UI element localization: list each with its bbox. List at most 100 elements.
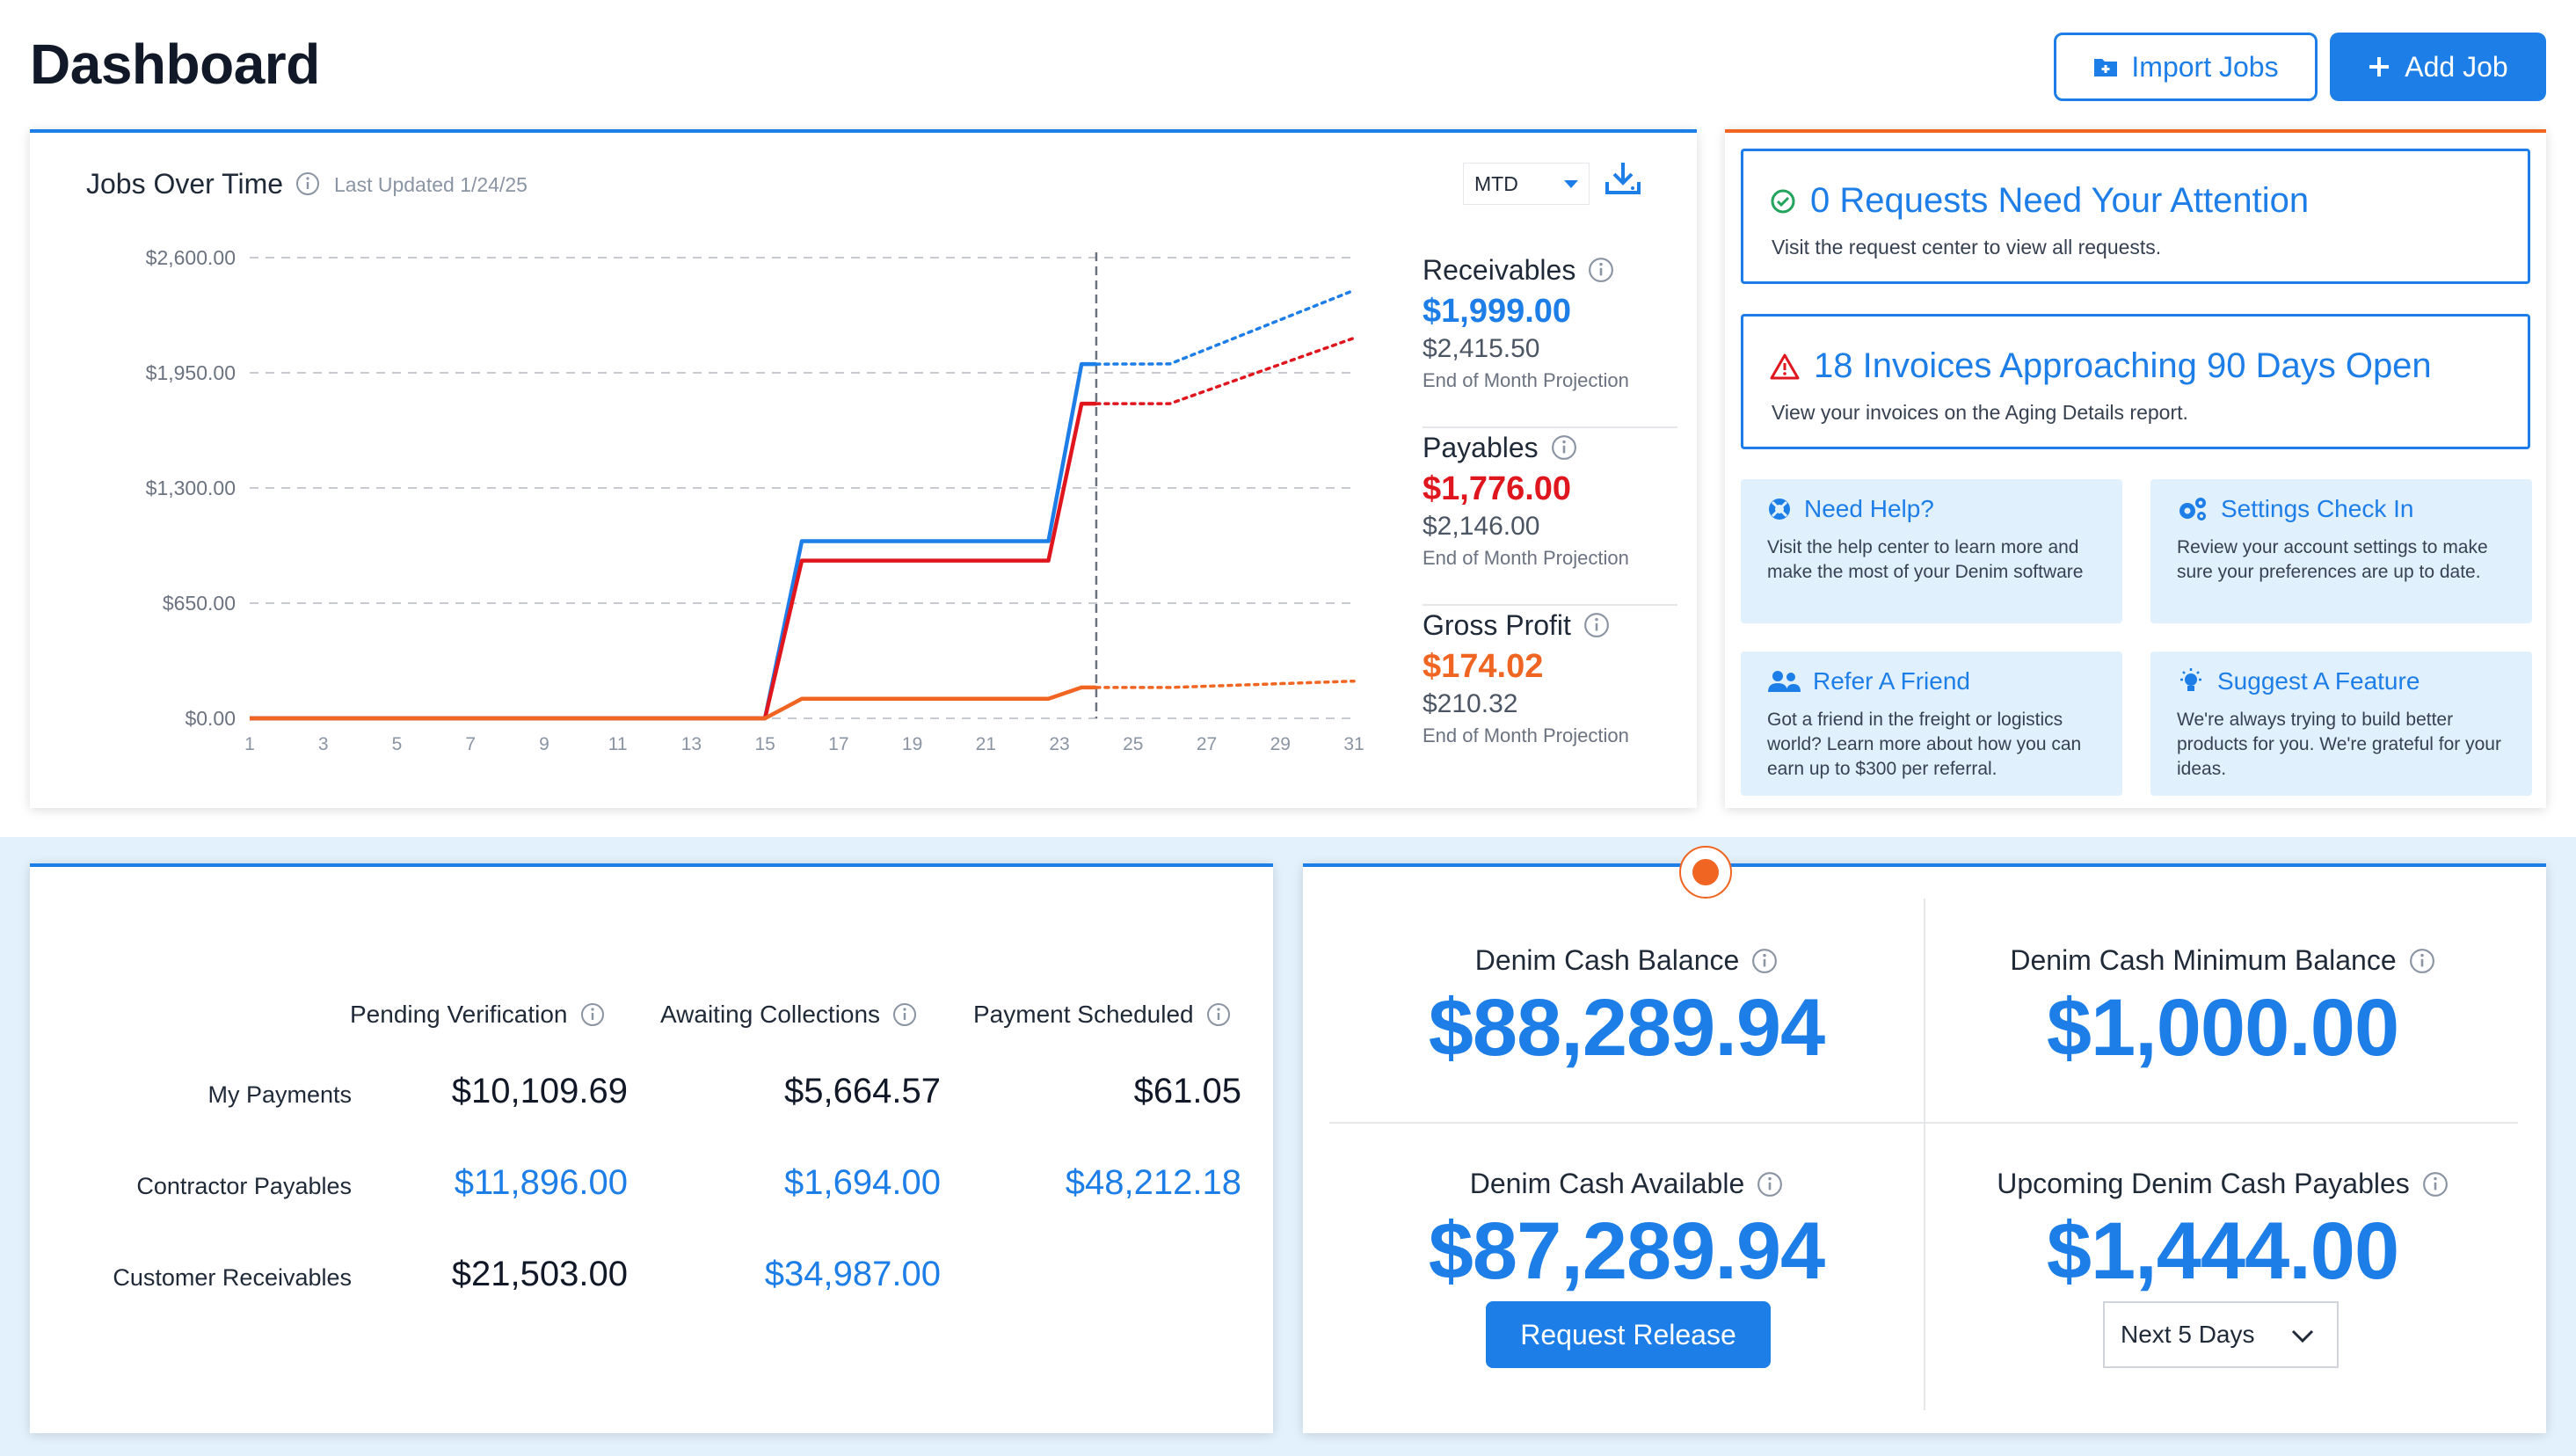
gross-profit-line <box>250 685 1096 721</box>
add-job-button[interactable]: Add Job <box>2330 33 2546 101</box>
import-jobs-button[interactable]: Import Jobs <box>2054 33 2318 101</box>
info-icon[interactable] <box>2409 948 2435 974</box>
x-tick-label: 3 <box>318 734 329 754</box>
x-tick-label: 23 <box>1049 734 1069 754</box>
col-awaiting-label: Awaiting Collections <box>660 1001 881 1028</box>
page-title: Dashboard <box>30 33 320 96</box>
x-tick-label: 9 <box>539 734 549 754</box>
col-payment-scheduled: Payment Scheduled <box>973 1001 1231 1029</box>
jobs-over-time-card: Jobs Over Time Last Updated 1/24/25 MTD … <box>30 129 1697 808</box>
gears-icon <box>2179 498 2206 521</box>
settings-tile[interactable]: Settings Check In Review your account se… <box>2150 479 2532 623</box>
y-tick-label: $0.00 <box>185 707 236 730</box>
y-tick-label: $650.00 <box>163 592 236 615</box>
receivables-value: $1,999.00 <box>1423 293 1572 330</box>
invoices-title: 18 Invoices Approaching 90 Days Open <box>1814 346 2432 385</box>
receivables-sub: End of Month Projection <box>1423 369 1629 391</box>
row-label-contractor-payables: Contractor Payables <box>136 1173 352 1199</box>
cash-minimum-value: $1,000.00 <box>2046 983 2399 1073</box>
download-icon[interactable] <box>1604 159 1642 198</box>
suggest-feature-title: Suggest A Feature <box>2217 667 2420 695</box>
caret-down-icon <box>1564 180 1578 188</box>
plus-icon <box>2369 57 2390 76</box>
refer-friend-tile[interactable]: Refer A Friend Got a friend in the freig… <box>1741 652 2122 796</box>
invoices-alert[interactable]: 18 Invoices Approaching 90 Days Open Vie… <box>1741 314 2530 449</box>
period-value: MTD <box>1474 171 1518 195</box>
suggest-feature-desc: We're always trying to build better prod… <box>2177 710 2501 779</box>
x-tick-label: 15 <box>754 734 775 754</box>
folder-plus-icon <box>2094 59 2118 76</box>
info-icon[interactable] <box>295 171 320 196</box>
cash-available-label: Denim Cash Available <box>1469 1168 1745 1199</box>
request-release-button[interactable]: Request Release <box>1486 1301 1771 1368</box>
payables-stat: Payables $1,776.00 $2,146.00 End of Mont… <box>1423 428 1677 606</box>
x-tick-label: 31 <box>1343 734 1364 754</box>
need-help-tile[interactable]: Need Help? Visit the help center to lear… <box>1741 479 2122 623</box>
gross-profit-stat: Gross Profit $174.02 $210.32 End of Mont… <box>1423 606 1677 783</box>
my-payments-scheduled: $61.05 <box>1133 1072 1241 1110</box>
x-tick-label: 25 <box>1123 734 1143 754</box>
gross-profit-value: $174.02 <box>1423 648 1544 685</box>
gross-profit-sub: End of Month Projection <box>1423 724 1629 746</box>
info-icon[interactable] <box>580 1002 605 1027</box>
info-icon[interactable] <box>1588 257 1614 283</box>
suggest-feature-tile[interactable]: Suggest A Feature We're always trying to… <box>2150 652 2532 796</box>
settings-desc: Review your account settings to make sur… <box>2177 537 2488 582</box>
info-icon[interactable] <box>1583 612 1610 638</box>
info-icon[interactable] <box>1757 1171 1783 1198</box>
invoices-desc: View your invoices on the Aging Details … <box>1772 401 2188 424</box>
payables-line <box>250 401 1096 721</box>
row-label-my-payments: My Payments <box>207 1081 352 1108</box>
x-tick-label: 7 <box>465 734 476 754</box>
customer-receivables-awaiting[interactable]: $34,987.00 <box>764 1255 941 1293</box>
info-icon[interactable] <box>892 1002 917 1027</box>
receivables-label: Receivables <box>1423 253 1576 286</box>
payables-projection: $2,146.00 <box>1423 512 1540 541</box>
info-icon[interactable] <box>1206 1002 1231 1027</box>
import-jobs-label: Import Jobs <box>2131 50 2279 83</box>
need-help-desc: Visit the help center to learn more and … <box>1767 537 2084 582</box>
cash-divider-horizontal <box>1329 1122 2518 1124</box>
cash-minimum-label: Denim Cash Minimum Balance <box>2010 944 2397 976</box>
check-circle-icon <box>1771 189 1795 213</box>
row-label-customer-receivables: Customer Receivables <box>113 1264 352 1291</box>
info-icon[interactable] <box>1751 948 1778 974</box>
receivables-projection-line <box>1095 288 1356 366</box>
contractor-payables-pending[interactable]: $11,896.00 <box>454 1163 628 1202</box>
users-icon <box>1768 671 1801 692</box>
x-tick-label: 1 <box>244 734 255 754</box>
last-updated: Last Updated 1/24/25 <box>334 173 528 196</box>
contractor-payables-scheduled[interactable]: $48,212.18 <box>1065 1163 1241 1202</box>
requests-alert[interactable]: 0 Requests Need Your Attention Visit the… <box>1741 149 2530 284</box>
x-tick-label: 19 <box>902 734 922 754</box>
period-select[interactable]: MTD <box>1463 163 1590 205</box>
info-icon[interactable] <box>2422 1171 2449 1198</box>
y-tick-label: $1,950.00 <box>146 361 236 384</box>
cash-upcoming-label: Upcoming Denim Cash Payables <box>1997 1168 2410 1199</box>
receivables-projection: $2,415.50 <box>1423 334 1540 363</box>
receivables-stat: Receivables $1,999.00 $2,415.50 End of M… <box>1423 251 1677 428</box>
y-tick-label: $2,600.00 <box>146 246 236 269</box>
contractor-payables-awaiting[interactable]: $1,694.00 <box>784 1163 941 1202</box>
lightbulb-icon <box>2180 668 2201 691</box>
refer-friend-desc: Got a friend in the freight or logistics… <box>1767 710 2082 779</box>
gross-profit-projection: $210.32 <box>1423 689 1518 718</box>
need-help-title: Need Help? <box>1804 495 1934 522</box>
settings-title: Settings Check In <box>2221 495 2414 522</box>
days-select[interactable]: Next 5 Days <box>2103 1301 2339 1368</box>
payments-card: Pending Verification Awaiting Collection… <box>30 863 1273 1433</box>
requests-title: 0 Requests Need Your Attention <box>1810 181 2310 220</box>
drag-handle[interactable] <box>1679 846 1732 899</box>
lifebuoy-icon <box>1769 499 1790 520</box>
gross-profit-label: Gross Profit <box>1423 608 1571 641</box>
cash-balance-label: Denim Cash Balance <box>1474 944 1740 976</box>
cash-upcoming-value: $1,444.00 <box>2046 1206 2399 1296</box>
x-tick-label: 17 <box>828 734 848 754</box>
info-icon[interactable] <box>1551 434 1577 461</box>
payables-value: $1,776.00 <box>1423 470 1572 507</box>
refer-friend-title: Refer A Friend <box>1813 667 1970 695</box>
requests-desc: Visit the request center to view all req… <box>1772 236 2162 258</box>
cash-balance-cell: Denim Cash Balance $88,289.94 <box>1329 944 1924 1074</box>
my-payments-awaiting: $5,664.57 <box>784 1072 941 1110</box>
y-tick-label: $1,300.00 <box>146 477 236 499</box>
